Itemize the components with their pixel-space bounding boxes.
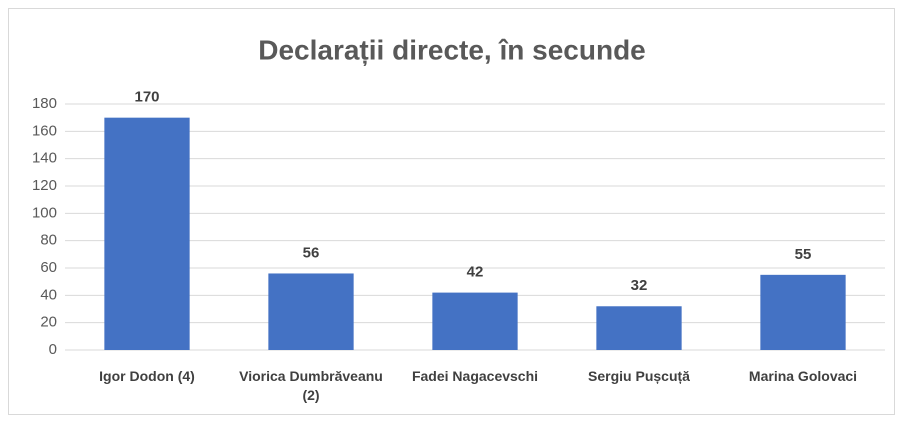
y-tick-label: 40: [40, 286, 57, 303]
y-tick-label: 20: [40, 314, 57, 331]
x-tick-label: Igor Dodon (4): [99, 368, 195, 384]
bar: [596, 306, 682, 350]
bar: [268, 273, 354, 350]
y-tick-label: 140: [32, 150, 57, 167]
x-tick-label: Sergiu Pușcuță: [588, 368, 690, 384]
bar: [432, 292, 518, 350]
y-tick-label: 100: [32, 204, 57, 221]
bar: [760, 274, 846, 350]
x-tick-label: Marina Golovaci: [748, 368, 858, 384]
y-tick-label: 120: [32, 177, 57, 194]
y-tick-label: 180: [32, 95, 57, 112]
data-label: 56: [303, 244, 320, 261]
data-label: 32: [631, 277, 648, 294]
chart-title: Declarații directe, în secunde: [258, 34, 646, 65]
y-tick-label: 0: [49, 341, 57, 358]
x-tick-label: Fadei Nagacevschi: [411, 368, 539, 384]
data-label: 170: [134, 89, 159, 106]
bar: [104, 117, 190, 351]
data-label: 55: [795, 246, 812, 263]
y-tick-label: 80: [40, 232, 57, 249]
y-tick-label: 160: [32, 122, 57, 139]
x-tick-label: Viorica Dumbrăveanu (2): [239, 368, 383, 403]
data-label: 42: [467, 264, 484, 281]
y-tick-label: 60: [40, 259, 57, 276]
